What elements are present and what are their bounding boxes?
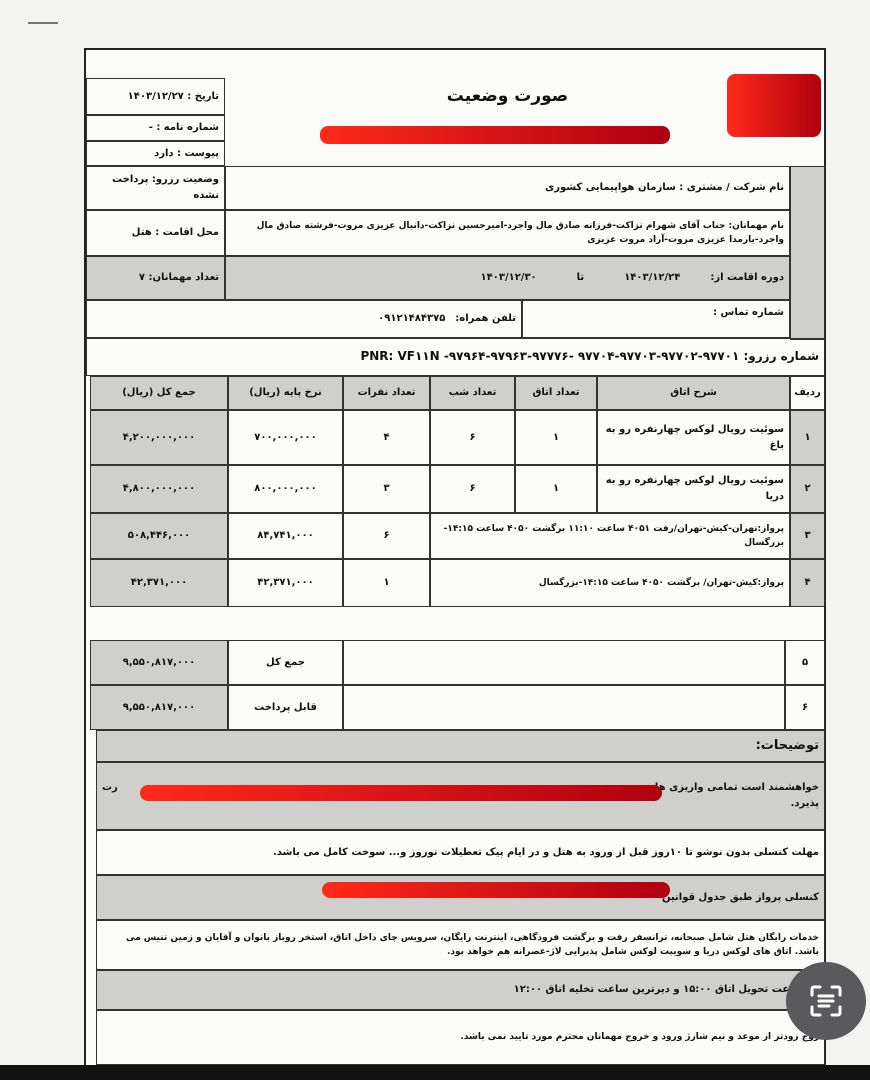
payable-value: ۹,۵۵۰,۸۱۷,۰۰۰	[90, 685, 228, 730]
row-rooms: ۱	[515, 465, 597, 513]
guests: نام مهمانان: جناب آقای شهرام نزاکت-فرزان…	[225, 210, 790, 256]
row-desc: سوئیت رویال لوکس چهارنفره رو به دریا	[597, 465, 790, 513]
bottom-bar	[0, 1065, 870, 1080]
services-note: خدمات رایگان هتل شامل صبحانه، ترانسفر رف…	[96, 920, 825, 970]
row-no: ۵	[785, 640, 825, 685]
row-total: ۵۰۸,۴۴۶,۰۰۰	[90, 513, 228, 559]
row-no: ۱	[790, 410, 825, 465]
sum-label: جمع کل	[228, 640, 343, 685]
redaction-bar	[320, 126, 670, 144]
payment-text: خواهشمند است تمامی واریزی ها به	[641, 782, 819, 793]
row-no: ۲	[790, 465, 825, 513]
row-persons: ۳	[343, 465, 430, 513]
doc-title: صورت وضعیت	[446, 85, 569, 106]
th-total: جمع کل (ریال)	[90, 376, 228, 410]
scan-text-button[interactable]	[786, 962, 866, 1040]
stay-from: ۱۴۰۳/۱۲/۲۴	[624, 272, 681, 283]
row-rate: ۸۴,۷۴۱,۰۰۰	[228, 513, 343, 559]
row-persons: ۶	[343, 513, 430, 559]
side-label-column	[790, 166, 825, 340]
scan-text-icon	[810, 985, 842, 1017]
mobile-label: تلفن همراه:	[455, 313, 516, 324]
cancellation-note: مهلت کنسلی بدون نوشو تا ۱۰روز قبل از ورو…	[96, 830, 825, 875]
redaction-bar	[322, 882, 670, 898]
row-rate: ۸۰۰,۰۰۰,۰۰۰	[228, 465, 343, 513]
row-rooms: ۱	[515, 410, 597, 465]
row-persons: ۴	[343, 410, 430, 465]
th-row: ردیف	[790, 376, 825, 410]
th-rooms: تعداد اتاق	[515, 376, 597, 410]
stay-to-label: تا	[576, 272, 585, 283]
row-desc: سوئیت رویال لوکس چهارنفره رو به باغ	[597, 410, 790, 465]
row-no: ۶	[785, 685, 825, 730]
redaction-bar	[140, 785, 662, 801]
early-checkout-note: روج زودتر از موعد و نیم شارژ ورود و خروج…	[96, 1010, 825, 1065]
row-total: ۴۲,۳۷۱,۰۰۰	[90, 559, 228, 607]
empty-cell	[343, 640, 785, 685]
empty-cell	[343, 685, 785, 730]
row-total: ۴,۲۰۰,۰۰۰,۰۰۰	[90, 410, 228, 465]
notes-title: توضیحات:	[96, 730, 825, 762]
redacted-logo	[727, 74, 821, 137]
row-total: ۴,۸۰۰,۰۰۰,۰۰۰	[90, 465, 228, 513]
row-nights: ۶	[430, 465, 515, 513]
row-no: ۳	[790, 513, 825, 559]
th-nights: تعداد شب	[430, 376, 515, 410]
stay-period: دوره اقامت از: ۱۴۰۳/۱۲/۲۴ تا ۱۴۰۳/۱۲/۳۰	[225, 256, 790, 300]
th-persons: تعداد نفرات	[343, 376, 430, 410]
stay-from-label: دوره اقامت از:	[710, 272, 784, 283]
row-no: ۴	[790, 559, 825, 607]
company: نام شرکت / مشتری : سازمان هواپیمایی کشور…	[225, 166, 790, 210]
reservation-number: شماره رزرو: ۹۷۷۰۱-۹۷۷۰۲-۹۷۷۰۳-۹۷۷۰۴ -۹۷۷…	[86, 338, 825, 376]
row-rate: ۷۰۰,۰۰۰,۰۰۰	[228, 410, 343, 465]
payment-text-end: رت	[102, 782, 118, 793]
reservation-status: وضعیت رزرو: پرداخت نشده	[86, 166, 225, 210]
stay-to: ۱۴۰۳/۱۲/۳۰	[480, 272, 537, 283]
sum-value: ۹,۵۵۰,۸۱۷,۰۰۰	[90, 640, 228, 685]
row-nights: ۶	[430, 410, 515, 465]
checkin-note: ین ساعت تحویل اتاق ۱۵:۰۰ و دیرترین ساعت …	[96, 970, 825, 1010]
pen-mark	[28, 22, 58, 24]
th-desc: شرح اتاق	[597, 376, 790, 410]
payment-text-line2: پذیرد.	[790, 798, 819, 809]
row-desc: پرواز:تهران-کیش-تهران/رفت ۴۰۵۱ ساعت ۱۱:۱…	[430, 513, 790, 559]
guest-count: تعداد مهمانان: ۷	[86, 256, 225, 300]
mobile: تلفن همراه: ۰۹۱۲۱۴۸۴۳۷۵	[86, 300, 522, 338]
mobile-number: ۰۹۱۲۱۴۸۴۳۷۵	[378, 313, 446, 324]
letter-number: شماره نامه : -	[86, 115, 225, 141]
row-desc: پرواز:کیش-تهران/ برگشت ۴۰۵۰ ساعت ۱۴:۱۵-ب…	[430, 559, 790, 607]
th-rate: نرخ پایه (ریال)	[228, 376, 343, 410]
attachment: پیوست : دارد	[86, 141, 225, 166]
payable-label: قابل پرداخت	[228, 685, 343, 730]
contact-label: شماره تماس :	[522, 300, 790, 338]
row-persons: ۱	[343, 559, 430, 607]
residence: محل اقامت : هتل	[86, 210, 225, 256]
date: تاریخ : ۱۴۰۳/۱۲/۲۷	[86, 78, 225, 115]
row-rate: ۴۲,۳۷۱,۰۰۰	[228, 559, 343, 607]
